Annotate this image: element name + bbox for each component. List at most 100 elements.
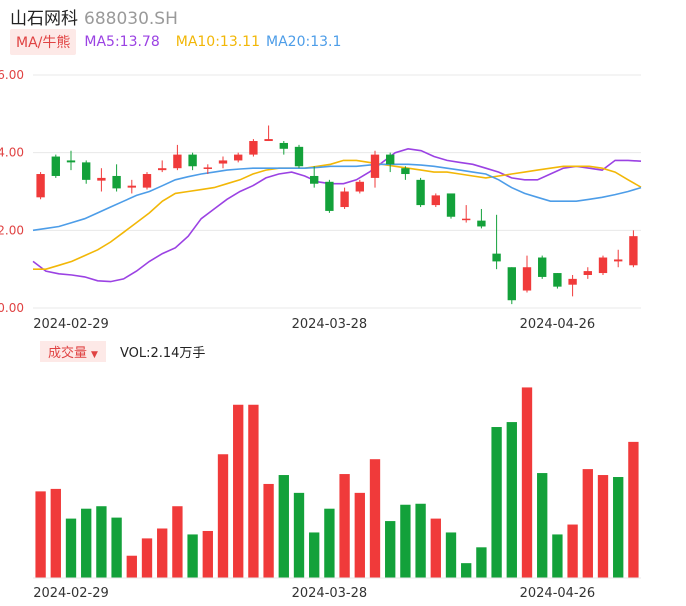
volume-bar (309, 532, 320, 578)
volume-bar (369, 459, 381, 578)
volume-axis-date-label: 2024-02-29 (33, 586, 109, 601)
ma-indicator-row: MA/牛熊 MA5:13.78 MA10:13.11 MA20:13.1 (10, 29, 342, 55)
candle-body (507, 267, 516, 301)
ma5-label: MA5:13.78 (84, 34, 160, 50)
ma-mode-selector[interactable]: MA/牛熊 (10, 29, 77, 55)
candle-body (158, 168, 167, 171)
candle-body (264, 139, 273, 142)
candle-body (416, 179, 425, 206)
volume-bar (567, 524, 578, 578)
candle-body (36, 174, 45, 198)
volume-selector[interactable]: 成交量 ▼ (40, 340, 106, 362)
volume-bar (35, 491, 46, 578)
volume-bar (430, 518, 441, 578)
candle-body (629, 236, 638, 266)
price-tick-label: 10.00 (0, 301, 24, 315)
volume-bar (65, 518, 77, 578)
candle-body (355, 181, 364, 192)
volume-bar (217, 454, 229, 578)
candle-body (234, 154, 243, 161)
volume-bar (476, 547, 487, 578)
volume-bar (324, 508, 335, 578)
volume-bar (521, 387, 533, 578)
candle-body (127, 185, 136, 188)
caret-down-icon: ▼ (91, 349, 98, 360)
candle-body (97, 177, 106, 181)
candle-body (66, 160, 76, 163)
volume-bar (506, 422, 517, 578)
volume-bar (96, 506, 107, 578)
price-tick-label: 14.00 (0, 146, 24, 160)
volume-bar (491, 427, 502, 578)
volume-bar (81, 508, 92, 578)
candle-body (279, 142, 288, 149)
candle-body (553, 273, 562, 287)
volume-bar (415, 503, 426, 578)
volume-bar (50, 488, 61, 578)
price-axis-date-label: 2024-03-28 (292, 317, 368, 332)
price-tick-label: 12.00 (0, 223, 24, 237)
volume-bar (157, 528, 168, 578)
ma5-line (32, 147, 642, 283)
volume-value: VOL:2.14万手 (119, 345, 206, 361)
volume-bar (263, 483, 274, 578)
candle-body (446, 193, 456, 217)
candle-body (203, 167, 212, 169)
candle-body (294, 146, 304, 167)
candle-body (386, 154, 395, 165)
candle-body (310, 175, 319, 184)
candle-body (462, 218, 471, 221)
volume-bar (354, 492, 365, 578)
volume-bar (613, 477, 624, 578)
volume-bar (582, 469, 593, 578)
volume-bar (597, 475, 609, 578)
ma10-label: MA10:13.11 (175, 34, 261, 50)
volume-bar (141, 538, 153, 578)
volume-bar (126, 555, 137, 578)
price-axis-date-label: 2024-02-29 (33, 317, 109, 332)
candle-body (142, 174, 152, 188)
candle-body (492, 253, 501, 262)
ma20-label: MA20:13.1 (266, 34, 342, 50)
candle-body (431, 195, 440, 206)
volume-bar (293, 492, 305, 578)
volume-bar (202, 530, 213, 578)
candle-body (522, 267, 532, 291)
price-tick-label: 16.00 (0, 68, 24, 82)
candle-body (370, 154, 380, 178)
candle-body (598, 257, 608, 274)
candle-body (82, 162, 91, 180)
volume-bar (187, 534, 198, 578)
price-axis-date-label: 2024-04-26 (520, 317, 596, 332)
candle-body (173, 154, 182, 169)
volume-bar (445, 532, 457, 578)
volume-bar (537, 473, 548, 578)
candle-body (583, 271, 592, 275)
volume-bar (111, 517, 122, 578)
volume-bar (461, 563, 472, 578)
candle-body (249, 141, 258, 155)
volume-bar (628, 441, 639, 578)
stock-code: 688030.SH (84, 9, 178, 29)
volume-bar (400, 504, 411, 578)
stock-title: 山石网科 688030.SH (10, 4, 178, 29)
candle-body (538, 257, 547, 277)
candle-body (188, 154, 197, 167)
volume-axis-date-label: 2024-04-26 (520, 586, 596, 601)
volume-bar (552, 534, 563, 578)
candle-body (325, 181, 334, 211)
volume-indicator-row: 成交量 ▼ VOL:2.14万手 (40, 340, 206, 362)
candle-body (112, 175, 121, 189)
candle-body (51, 156, 60, 176)
volume-bar (278, 475, 289, 578)
candle-body (340, 191, 349, 208)
ma10-line (33, 159, 642, 270)
candle-body (477, 220, 486, 227)
candle-body (218, 160, 228, 164)
volume-bar (385, 521, 396, 578)
volume-bar (172, 506, 183, 578)
candle-body (568, 278, 577, 285)
volume-bar (339, 474, 350, 578)
volume-bar (233, 404, 244, 578)
